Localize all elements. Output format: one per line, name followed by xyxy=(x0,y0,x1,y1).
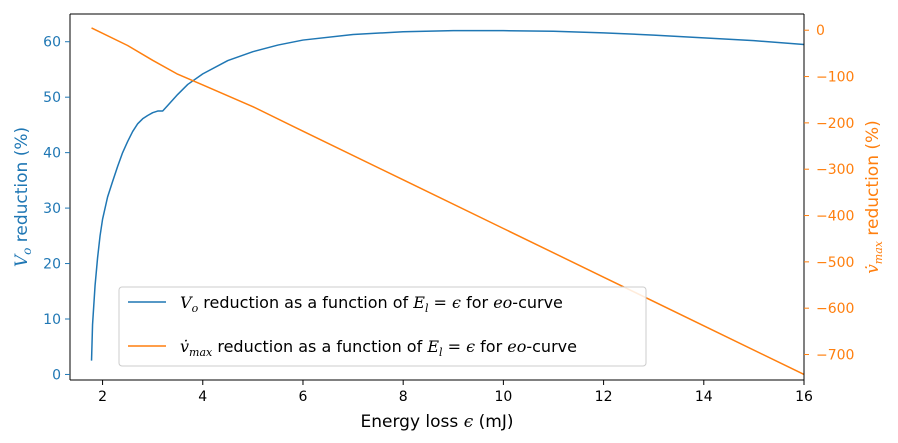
legend-entry-vo: Vo reduction as a function of El = ϵ for… xyxy=(128,293,563,315)
y-right-tick-label: −500 xyxy=(816,255,854,271)
y-right-tick-label: −100 xyxy=(816,70,854,86)
series-line-0 xyxy=(90,29,805,361)
y-left-tick-label: 50 xyxy=(43,90,61,106)
y-right-tick-label: −200 xyxy=(816,116,854,132)
x-tick-label: 10 xyxy=(494,389,512,405)
y-left-tick-label: 60 xyxy=(43,35,61,51)
x-tick-label: 16 xyxy=(795,389,813,405)
x-tick-label: 6 xyxy=(299,389,308,405)
x-axis-ticks: 2 4 6 8 10 12 14 16 xyxy=(98,380,813,405)
legend-box xyxy=(118,286,647,367)
y-left-tick-label: 30 xyxy=(43,201,61,217)
y-right-tick-label: −600 xyxy=(816,301,854,317)
x-axis-label: Energy loss ϵ (mJ) xyxy=(361,412,514,432)
x-tick-label: 8 xyxy=(399,389,408,405)
y-right-tick-label: −700 xyxy=(816,348,854,364)
y-right-tick-label: −400 xyxy=(816,209,854,225)
y-left-tick-label: 0 xyxy=(52,367,61,383)
legend: Vo reduction as a function of El = ϵ for… xyxy=(118,286,647,367)
y-left-tick-label: 40 xyxy=(43,146,61,162)
legend-label-vmax: v̇max reduction as a function of El = ϵ … xyxy=(180,337,577,359)
y-right-axis-ticks: 0 −100 −200 −300 −400 −500 −600 −700 xyxy=(804,23,854,364)
legend-entry-vmax: v̇max reduction as a function of El = ϵ … xyxy=(128,337,577,359)
y-right-axis-label: v̇max reduction (%) xyxy=(863,120,885,274)
legend-label-vo: Vo reduction as a function of El = ϵ for… xyxy=(180,293,563,315)
y-left-tick-label: 10 xyxy=(43,312,61,328)
series-line-1 xyxy=(91,27,805,376)
y-right-tick-label: −300 xyxy=(816,162,854,178)
x-tick-label: 12 xyxy=(595,389,613,405)
x-tick-label: 4 xyxy=(198,389,207,405)
series-layer xyxy=(90,27,805,376)
y-left-axis-label: Vo reduction (%) xyxy=(12,127,34,267)
x-tick-label: 14 xyxy=(695,389,713,405)
y-right-tick-label: 0 xyxy=(816,23,825,39)
y-left-tick-label: 20 xyxy=(43,257,61,273)
y-left-axis-ticks: 0 10 20 30 40 50 60 xyxy=(43,35,70,383)
x-tick-label: 2 xyxy=(98,389,107,405)
